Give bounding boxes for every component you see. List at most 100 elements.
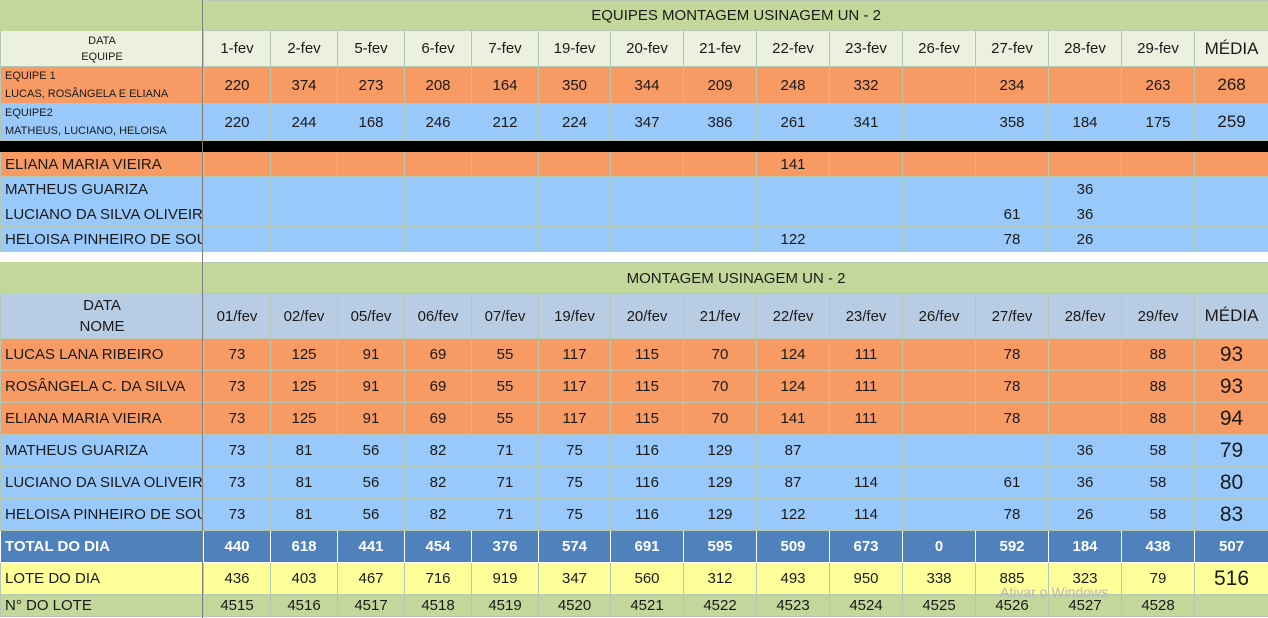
value-cell[interactable]: [902, 370, 976, 403]
value-cell[interactable]: 88: [1121, 370, 1195, 403]
media-cell[interactable]: 79: [1193, 434, 1268, 467]
value-cell[interactable]: [538, 226, 611, 252]
value-cell[interactable]: 4519: [471, 594, 539, 617]
value-cell[interactable]: 36: [1048, 201, 1122, 227]
date-header-cell[interactable]: 07/fev: [471, 293, 539, 339]
value-cell[interactable]: [902, 338, 976, 371]
value-cell[interactable]: 75: [538, 434, 611, 467]
value-cell[interactable]: 716: [404, 562, 472, 595]
value-cell[interactable]: 454: [404, 530, 472, 563]
team-name-cell[interactable]: EQUIPE 1 LUCAS, ROSÂNGELA E ELIANA: [0, 66, 204, 104]
value-cell[interactable]: [471, 201, 539, 227]
value-cell[interactable]: 116: [610, 498, 684, 531]
value-cell[interactable]: 82: [404, 434, 472, 467]
value-cell[interactable]: 122: [756, 226, 830, 252]
value-cell[interactable]: 164: [471, 66, 539, 104]
value-cell[interactable]: 4518: [404, 594, 472, 617]
value-cell[interactable]: [902, 103, 976, 141]
date-header-cell[interactable]: 19-fev: [538, 30, 611, 67]
value-cell[interactable]: [756, 201, 830, 227]
value-cell[interactable]: 75: [538, 466, 611, 499]
value-cell[interactable]: 376: [471, 530, 539, 563]
value-cell[interactable]: 184: [1048, 530, 1122, 563]
value-cell[interactable]: 224: [538, 103, 611, 141]
value-cell[interactable]: [902, 498, 976, 531]
value-cell[interactable]: 312: [683, 562, 757, 595]
value-cell[interactable]: 71: [471, 498, 539, 531]
value-cell[interactable]: 114: [829, 466, 903, 499]
value-cell[interactable]: [203, 201, 271, 227]
value-cell[interactable]: [829, 434, 903, 467]
value-cell[interactable]: [203, 176, 271, 202]
date-header-cell[interactable]: 28-fev: [1048, 30, 1122, 67]
value-cell[interactable]: 82: [404, 466, 472, 499]
person-name-cell[interactable]: MATHEUS GUARIZA: [0, 176, 204, 202]
value-cell[interactable]: 220: [203, 103, 271, 141]
value-cell[interactable]: 440: [203, 530, 271, 563]
value-cell[interactable]: 70: [683, 402, 757, 435]
date-team-header[interactable]: DATA EQUIPE: [0, 30, 204, 67]
value-cell[interactable]: 467: [337, 562, 405, 595]
employee-name-cell[interactable]: MATHEUS GUARIZA: [0, 434, 204, 467]
value-cell[interactable]: 184: [1048, 103, 1122, 141]
value-cell[interactable]: 560: [610, 562, 684, 595]
value-cell[interactable]: 374: [270, 66, 338, 104]
value-cell[interactable]: 125: [270, 402, 338, 435]
date-header-cell[interactable]: 06/fev: [404, 293, 472, 339]
media-cell[interactable]: [1193, 226, 1268, 252]
value-cell[interactable]: 436: [203, 562, 271, 595]
value-cell[interactable]: [538, 201, 611, 227]
value-cell[interactable]: 124: [756, 338, 830, 371]
value-cell[interactable]: 56: [337, 498, 405, 531]
value-cell[interactable]: [471, 226, 539, 252]
team-name-cell[interactable]: EQUIPE2 MATHEUS, LUCIANO, HELOISA: [0, 103, 204, 141]
value-cell[interactable]: [902, 466, 976, 499]
value-cell[interactable]: [902, 434, 976, 467]
value-cell[interactable]: 4528: [1121, 594, 1195, 617]
value-cell[interactable]: 344: [610, 66, 684, 104]
value-cell[interactable]: 175: [1121, 103, 1195, 141]
media-cell[interactable]: 93: [1193, 338, 1268, 371]
value-cell[interactable]: 509: [756, 530, 830, 563]
value-cell[interactable]: 438: [1121, 530, 1195, 563]
value-cell[interactable]: 141: [756, 151, 830, 177]
value-cell[interactable]: 117: [538, 338, 611, 371]
value-cell[interactable]: 595: [683, 530, 757, 563]
value-cell[interactable]: 78: [975, 370, 1049, 403]
value-cell[interactable]: [270, 201, 338, 227]
total-row-label[interactable]: TOTAL DO DIA: [0, 530, 204, 563]
value-cell[interactable]: [975, 151, 1049, 177]
employee-name-cell[interactable]: LUCAS LANA RIBEIRO: [0, 338, 204, 371]
date-header-cell[interactable]: 19/fev: [538, 293, 611, 339]
value-cell[interactable]: [538, 176, 611, 202]
value-cell[interactable]: 55: [471, 402, 539, 435]
value-cell[interactable]: [610, 176, 684, 202]
lote-number-row-label[interactable]: N° DO LOTE: [0, 594, 204, 617]
value-cell[interactable]: 36: [1048, 466, 1122, 499]
value-cell[interactable]: [404, 151, 472, 177]
value-cell[interactable]: 919: [471, 562, 539, 595]
value-cell[interactable]: [404, 201, 472, 227]
value-cell[interactable]: [337, 151, 405, 177]
value-cell[interactable]: 673: [829, 530, 903, 563]
value-cell[interactable]: 55: [471, 370, 539, 403]
value-cell[interactable]: 950: [829, 562, 903, 595]
value-cell[interactable]: 69: [404, 402, 472, 435]
value-cell[interactable]: 4523: [756, 594, 830, 617]
value-cell[interactable]: 261: [756, 103, 830, 141]
value-cell[interactable]: 70: [683, 370, 757, 403]
value-cell[interactable]: 78: [975, 226, 1049, 252]
value-cell[interactable]: 4525: [902, 594, 976, 617]
value-cell[interactable]: [1048, 402, 1122, 435]
value-cell[interactable]: 115: [610, 370, 684, 403]
date-header-cell[interactable]: 6-fev: [404, 30, 472, 67]
media-cell[interactable]: [1193, 151, 1268, 177]
date-name-header[interactable]: DATA NOME: [0, 293, 204, 339]
media-cell[interactable]: [1193, 594, 1268, 617]
value-cell[interactable]: 26: [1048, 498, 1122, 531]
date-header-cell[interactable]: 02/fev: [270, 293, 338, 339]
value-cell[interactable]: [829, 176, 903, 202]
employee-name-cell[interactable]: ELIANA MARIA VIEIRA: [0, 402, 204, 435]
value-cell[interactable]: 73: [203, 498, 271, 531]
value-cell[interactable]: 129: [683, 434, 757, 467]
